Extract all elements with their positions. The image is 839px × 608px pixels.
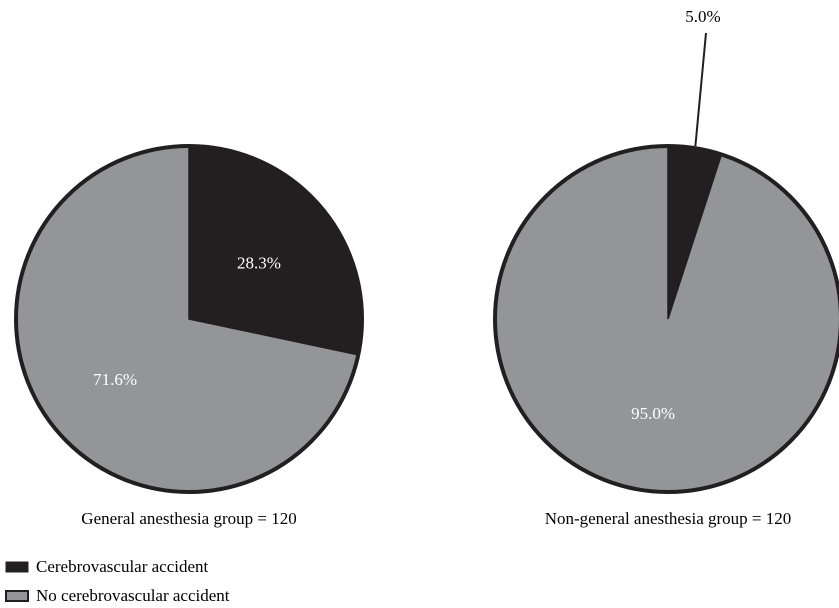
legend: Cerebrovascular accident No cerebrovascu… (5, 557, 230, 605)
general-anesthesia-slice-label-cerebrovascular-accident: 28.3% (237, 253, 281, 272)
non-general-anesthesia-pie: 5.0% 95.0% (493, 7, 839, 494)
non-general-anesthesia-slice-label-no-cerebrovascular-accident: 95.0% (631, 404, 675, 423)
non-general-anesthesia-pie-outline (493, 144, 839, 494)
general-anesthesia-caption: General anesthesia group = 120 (81, 509, 296, 528)
legend-label-no-cerebrovascular-accident: No cerebrovascular accident (36, 586, 230, 605)
general-anesthesia-slice-cerebrovascular-accident (188, 145, 363, 356)
non-general-anesthesia-callout-line (694, 32, 707, 147)
non-general-anesthesia-slice-label-cerebrovascular-accident: 5.0% (685, 7, 720, 26)
legend-swatch-cerebrovascular-accident (5, 561, 29, 573)
general-anesthesia-slice-label-no-cerebrovascular-accident: 71.6% (93, 370, 137, 389)
legend-label-cerebrovascular-accident: Cerebrovascular accident (36, 557, 209, 576)
general-anesthesia-pie-outline (14, 144, 364, 494)
general-anesthesia-pie: 28.3% 71.6% (14, 144, 364, 494)
legend-swatch-no-cerebrovascular-accident (5, 590, 29, 602)
non-general-anesthesia-caption: Non-general anesthesia group = 120 (545, 509, 792, 528)
